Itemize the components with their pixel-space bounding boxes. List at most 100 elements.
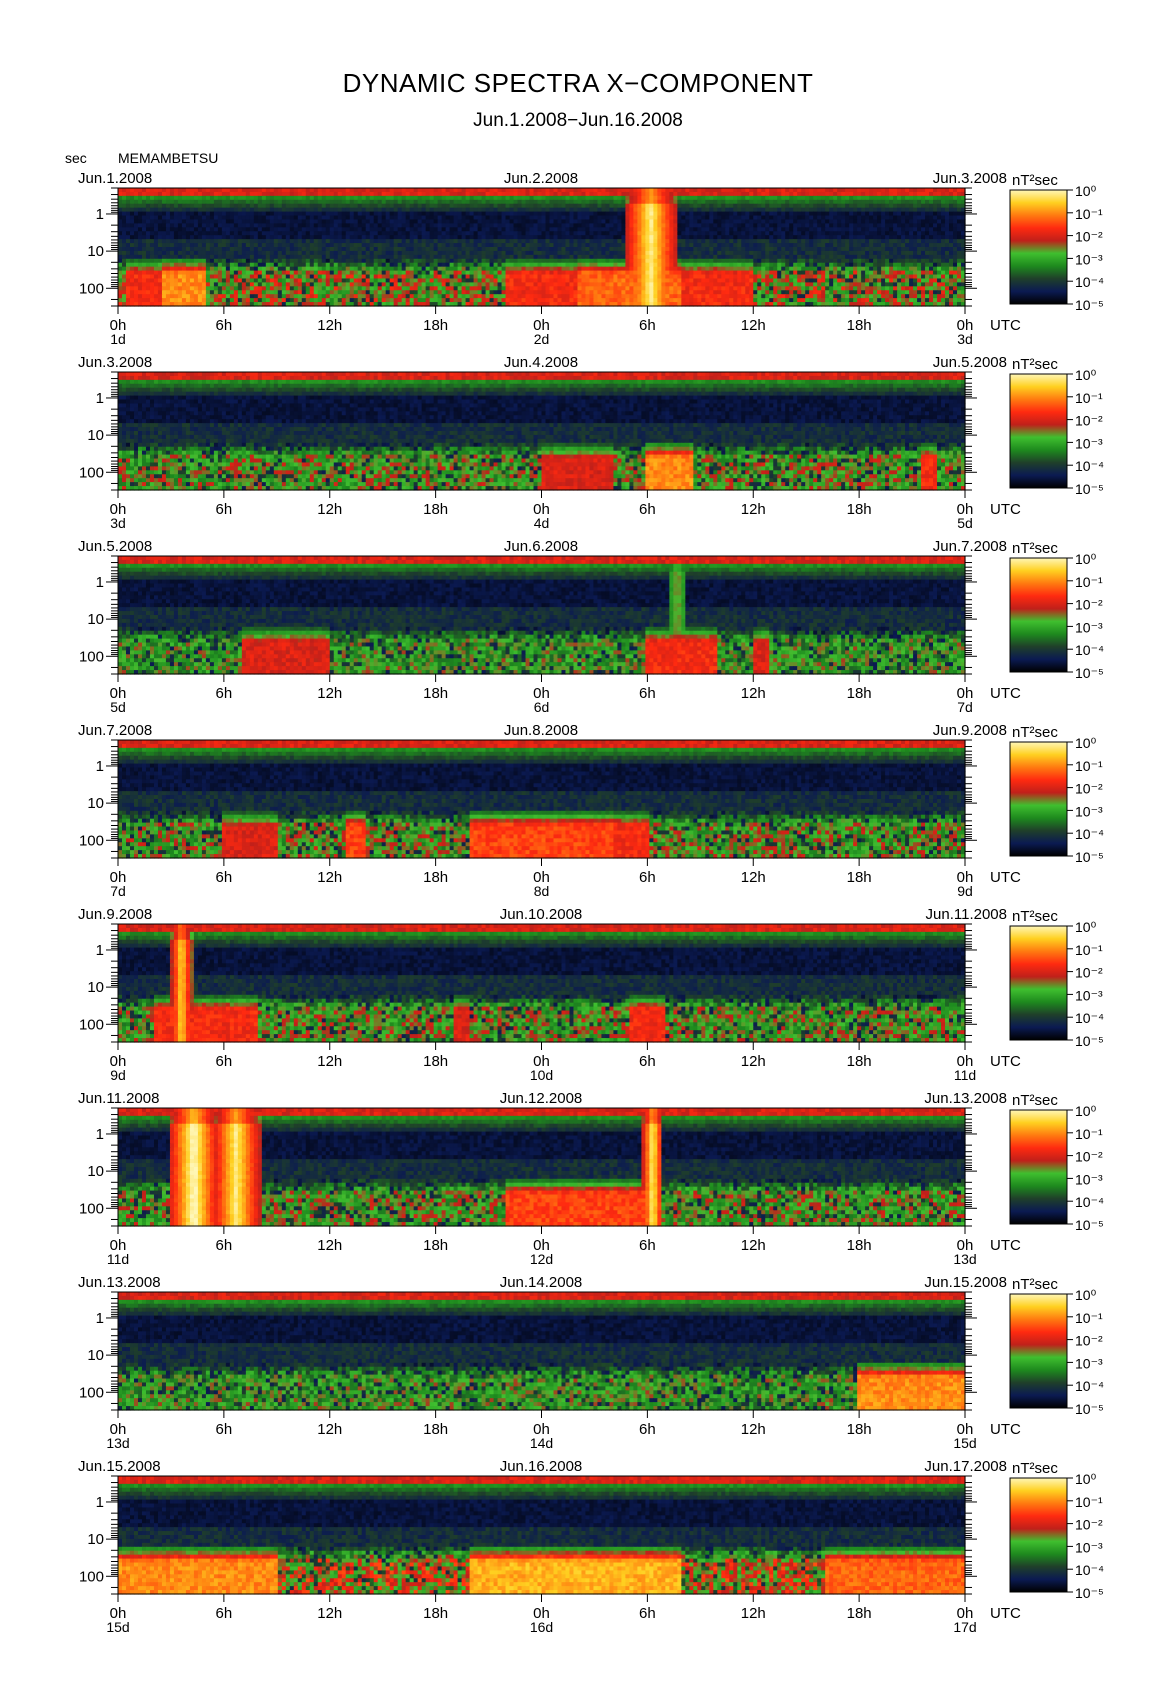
heatmap-cell (797, 192, 802, 197)
heatmap-cell (302, 212, 307, 217)
heatmap-cell (334, 208, 339, 213)
heatmap-cell (757, 192, 762, 197)
heatmap-cell (170, 192, 175, 197)
heatmap-cell (282, 219, 287, 224)
heatmap-cell (761, 204, 766, 209)
heatmap-cell (414, 188, 419, 193)
heatmap-cell (625, 188, 630, 193)
heatmap-cell (917, 204, 922, 209)
heatmap-cell (657, 212, 662, 217)
heatmap-cell (274, 196, 279, 201)
heatmap-cell (310, 204, 315, 209)
heatmap-cell (849, 212, 854, 217)
heatmap-cell (789, 200, 794, 205)
heatmap-cell (350, 204, 355, 209)
heatmap-cell (725, 208, 730, 213)
heatmap-cell (546, 208, 551, 213)
heatmap-cell (362, 208, 367, 213)
heatmap-cell (861, 216, 866, 221)
heatmap-cell (342, 208, 347, 213)
heatmap-cell (210, 212, 215, 217)
heatmap-cell (921, 216, 926, 221)
heatmap-cell (250, 208, 255, 213)
heatmap-cell (354, 208, 359, 213)
heatmap-cell (454, 212, 459, 217)
heatmap-cell (833, 216, 838, 221)
heatmap-cell (542, 188, 547, 193)
heatmap-cell (406, 188, 411, 193)
heatmap-cell (222, 188, 227, 193)
heatmap-cell (681, 219, 686, 224)
heatmap-cell (534, 192, 539, 197)
heatmap-cell (897, 208, 902, 213)
heatmap-cell (378, 219, 383, 224)
heatmap-cell (134, 219, 139, 224)
heatmap-cell (565, 196, 570, 201)
heatmap-cell (713, 200, 718, 205)
heatmap-cell (705, 212, 710, 217)
heatmap-cell (290, 208, 295, 213)
heatmap-cell (785, 204, 790, 209)
heatmap-cell (557, 219, 562, 224)
heatmap-cell (154, 219, 159, 224)
heatmap-cell (873, 196, 878, 201)
heatmap-cell (374, 204, 379, 209)
heatmap-cell (617, 200, 622, 205)
heatmap-cell (346, 216, 351, 221)
heatmap-cell (254, 208, 259, 213)
heatmap-cell (917, 192, 922, 197)
heatmap-cell (330, 212, 335, 217)
heatmap-cell (222, 196, 227, 201)
heatmap-cell (881, 188, 886, 193)
heatmap-cell (486, 196, 491, 201)
heatmap-cell (494, 216, 499, 221)
heatmap-cell (745, 204, 750, 209)
heatmap-cell (426, 192, 431, 197)
heatmap-cell (326, 192, 331, 197)
heatmap-cell (845, 200, 850, 205)
heatmap-cell (378, 208, 383, 213)
heatmap-cell (761, 212, 766, 217)
heatmap-cell (170, 188, 175, 193)
heatmap-cell (138, 188, 143, 193)
heatmap-cell (829, 188, 834, 193)
heatmap-cell (597, 200, 602, 205)
heatmap-cell (446, 216, 451, 221)
heatmap-cell (238, 208, 243, 213)
heatmap-cell (621, 212, 626, 217)
heatmap-cell (366, 188, 371, 193)
heatmap-cell (466, 188, 471, 193)
heatmap-cell (645, 204, 650, 209)
heatmap-cell (789, 204, 794, 209)
heatmap-cell (721, 188, 726, 193)
heatmap-cell (194, 216, 199, 221)
heatmap-cell (434, 188, 439, 193)
heatmap-cell (158, 204, 163, 209)
panel-mid-date: Jun.2.2008 (504, 170, 578, 187)
heatmap-cell (378, 204, 383, 209)
heatmap-cell (126, 212, 131, 217)
heatmap-cell (154, 216, 159, 221)
heatmap-cell (893, 208, 898, 213)
heatmap-cell (689, 204, 694, 209)
heatmap-cell (434, 192, 439, 197)
heatmap-cell (386, 204, 391, 209)
heatmap-cell (302, 188, 307, 193)
heatmap-cell (490, 219, 495, 224)
heatmap-cell (310, 196, 315, 201)
heatmap-cell (442, 200, 447, 205)
heatmap-cell (270, 219, 275, 224)
heatmap-cell (621, 208, 626, 213)
heatmap-cell (502, 216, 507, 221)
heatmap-cell (761, 196, 766, 201)
heatmap-cell (561, 208, 566, 213)
heatmap-cell (262, 204, 267, 209)
heatmap-cell (482, 188, 487, 193)
heatmap-cell (514, 204, 519, 209)
heatmap-cell (645, 216, 650, 221)
heatmap-cell (534, 216, 539, 221)
heatmap-cell (358, 192, 363, 197)
heatmap-cell (721, 216, 726, 221)
heatmap-cell (142, 204, 147, 209)
heatmap-cell (665, 196, 670, 201)
